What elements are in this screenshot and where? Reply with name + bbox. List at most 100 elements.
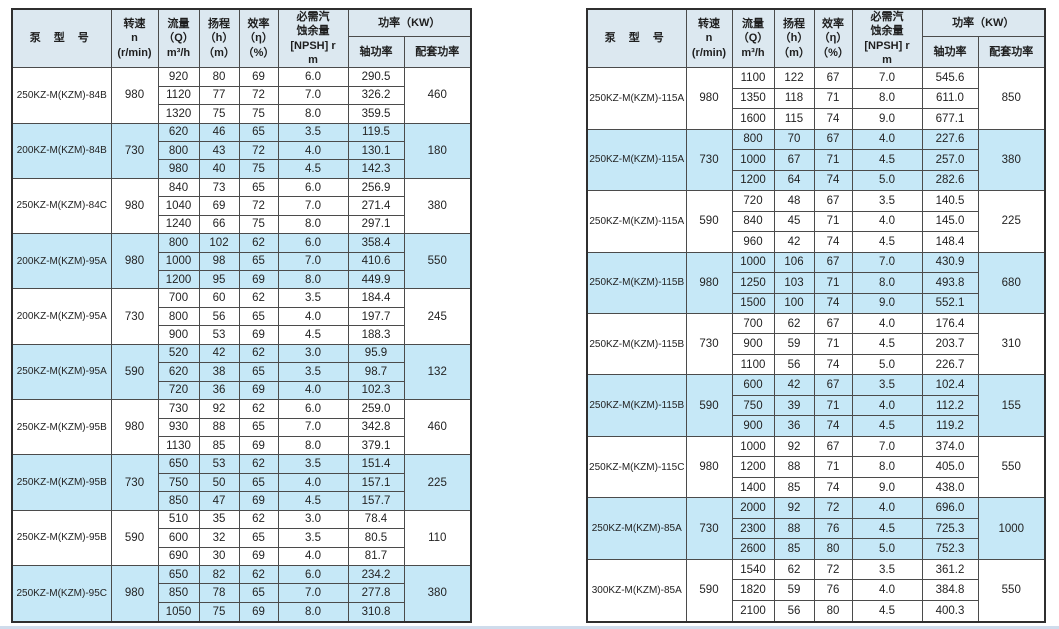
npsh-cell: 3.5 <box>277 454 349 474</box>
matching-power-cell: 225 <box>977 190 1046 253</box>
table-row: 1100 56 74 5.0 226.7 <box>587 353 1045 376</box>
shaft-power-cell: 290.5 <box>347 67 405 87</box>
efficiency-cell: 62 <box>238 288 279 308</box>
matching-power-cell: 550 <box>977 558 1046 623</box>
head-cell: 92 <box>198 399 240 419</box>
head-cell: 35 <box>198 509 240 530</box>
speed-cell: 730 <box>685 128 733 192</box>
table-row: 300KZ-M(KZM)-85A 590 1540 62 72 3.5 361.2 550 <box>586 558 1046 623</box>
shaft-power-cell: 184.4 <box>347 288 405 308</box>
flow-cell: 1240 <box>157 214 200 235</box>
shaft-power-cell: 81.7 <box>347 546 405 567</box>
efficiency-cell: 74 <box>813 476 853 499</box>
shaft-power-cell: 256.9 <box>347 177 405 198</box>
table-row: 800 43 72 4.0 130.1 <box>12 140 471 161</box>
table-row: 1240 66 75 8.0 297.1 <box>12 214 471 235</box>
head-cell: 64 <box>773 169 815 192</box>
model-cell: 250KZ-M(KZM)-95B <box>11 399 112 456</box>
col-header-shaft-power: 轴功率 <box>921 36 979 69</box>
head-cell: 39 <box>773 394 815 417</box>
efficiency-cell: 74 <box>813 231 853 253</box>
npsh-cell: 7.0 <box>277 85 349 106</box>
npsh-cell: 8.0 <box>851 456 923 478</box>
speed-cell: 590 <box>685 374 733 437</box>
model-cell: 250KZ-M(KZM)-115A <box>586 67 687 130</box>
table-row: 2600 85 80 5.0 752.3 <box>587 538 1045 560</box>
npsh-cell: 9.0 <box>851 476 923 499</box>
npsh-cell: 3.5 <box>851 190 923 212</box>
efficiency-cell: 80 <box>813 538 853 560</box>
model-cell: 300KZ-M(KZM)-85A <box>586 558 687 623</box>
shaft-power-cell: 188.3 <box>347 325 405 345</box>
efficiency-cell: 75 <box>238 214 279 235</box>
efficiency-cell: 62 <box>238 509 279 530</box>
header-row-top: 泵 型 号转速 n (r/min) 流量 （Q） m³/h 扬程 （h） （m） 效率 （η） （%）… <box>11 8 472 69</box>
head-cell: 36 <box>773 415 815 437</box>
npsh-cell: 8.0 <box>851 87 923 110</box>
col-header-power: 功率（KW） <box>347 8 472 38</box>
table-row: 1000 67 71 4.5 257.0 <box>587 149 1045 171</box>
npsh-cell: 8.0 <box>851 272 923 294</box>
shaft-power-cell: 119.2 <box>921 415 979 437</box>
flow-cell: 620 <box>157 362 200 382</box>
flow-cell: 1120 <box>157 85 200 106</box>
efficiency-cell: 74 <box>813 108 853 130</box>
npsh-cell: 4.0 <box>851 497 923 519</box>
head-cell: 70 <box>773 128 815 151</box>
head-cell: 59 <box>773 333 815 355</box>
flow-cell: 800 <box>157 140 200 161</box>
head-cell: 30 <box>198 546 240 567</box>
npsh-cell: 6.0 <box>277 564 349 585</box>
shaft-power-cell: 430.9 <box>921 251 979 274</box>
efficiency-cell: 67 <box>813 435 853 458</box>
flow-cell: 1540 <box>731 558 775 581</box>
flow-cell: 1600 <box>731 108 775 130</box>
model-cell: 250KZ-M(KZM)-115C <box>586 435 687 499</box>
shaft-power-cell: 725.3 <box>921 517 979 540</box>
efficiency-cell: 72 <box>813 558 853 581</box>
efficiency-cell: 65 <box>238 472 279 493</box>
shaft-power-cell: 80.5 <box>347 528 405 548</box>
npsh-cell: 7.0 <box>277 196 349 216</box>
head-cell: 118 <box>773 87 815 110</box>
npsh-cell: 4.0 <box>277 380 349 401</box>
npsh-cell: 7.0 <box>851 435 923 458</box>
shaft-power-cell: 493.8 <box>921 272 979 294</box>
table-row: 620 38 65 3.5 98.7 <box>12 362 471 382</box>
matching-power-cell: 380 <box>977 128 1046 192</box>
flow-cell: 1500 <box>731 292 775 315</box>
table-row: 250KZ-M(KZM)-115C 980 1000 92 67 7.0 374.0 550 <box>586 435 1046 499</box>
flow-cell: 850 <box>157 491 200 511</box>
npsh-cell: 4.5 <box>851 415 923 437</box>
table-row: 1820 59 76 4.0 384.8 <box>587 579 1045 601</box>
shaft-power-cell: 310.8 <box>347 601 405 623</box>
head-cell: 66 <box>198 214 240 235</box>
table-row: 1130 85 69 8.0 379.1 <box>12 435 471 456</box>
head-cell: 92 <box>773 497 815 519</box>
npsh-cell: 6.0 <box>277 177 349 198</box>
npsh-cell: 4.0 <box>277 140 349 161</box>
head-cell: 69 <box>198 196 240 216</box>
model-cell: 250KZ-M(KZM)-84B <box>11 67 112 124</box>
efficiency-cell: 71 <box>813 456 853 478</box>
npsh-cell: 4.0 <box>277 472 349 493</box>
model-cell: 250KZ-M(KZM)-115B <box>586 312 687 376</box>
speed-cell: 980 <box>110 564 159 623</box>
model-cell: 250KZ-M(KZM)-115B <box>586 374 687 437</box>
efficiency-cell: 69 <box>238 435 279 456</box>
speed-cell: 980 <box>110 399 159 456</box>
flow-cell: 840 <box>157 177 200 198</box>
table-row: 250KZ-M(KZM)-95C 980 650 82 62 6.0 234.2 380 <box>11 564 472 623</box>
shaft-power-cell: 359.5 <box>347 104 405 124</box>
npsh-cell: 8.0 <box>277 269 349 290</box>
shaft-power-cell: 342.8 <box>347 417 405 437</box>
model-cell: 250KZ-M(KZM)-95B <box>11 454 112 511</box>
npsh-cell: 8.0 <box>277 435 349 456</box>
table-row: 1250 103 71 8.0 493.8 <box>587 272 1045 294</box>
npsh-cell: 3.5 <box>277 528 349 548</box>
table-row: 1600 115 74 9.0 677.1 <box>587 108 1045 130</box>
flow-cell: 1130 <box>157 435 200 456</box>
head-cell: 43 <box>198 140 240 161</box>
head-cell: 36 <box>198 380 240 401</box>
npsh-cell: 8.0 <box>277 104 349 124</box>
